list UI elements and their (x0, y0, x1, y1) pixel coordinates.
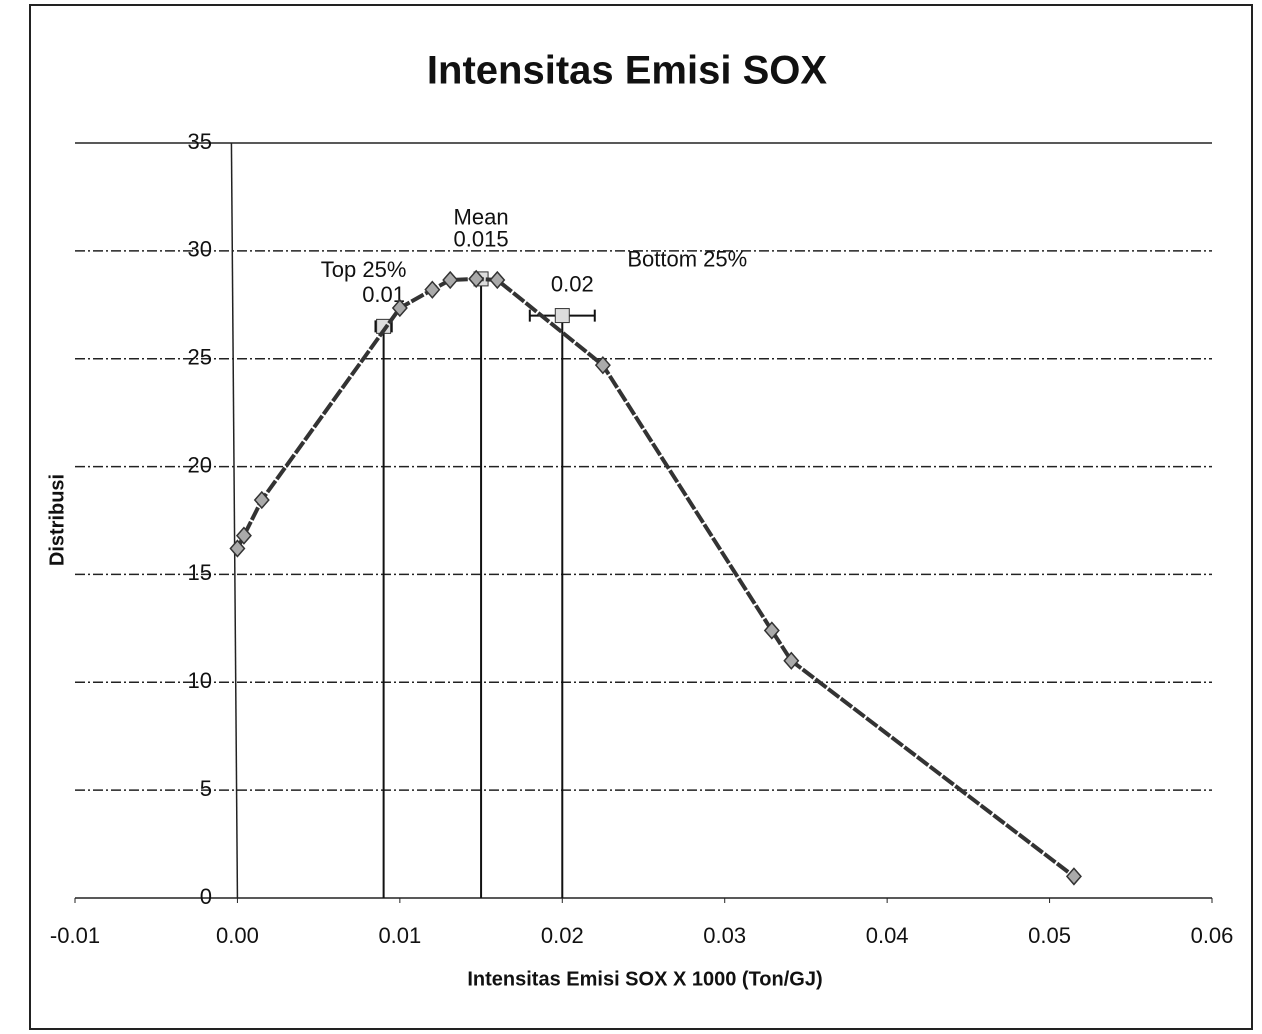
data-point (253, 490, 270, 510)
y-tick-label: 20 (188, 452, 212, 477)
x-tick-label: 0.05 (1028, 923, 1071, 948)
x-tick-label: -0.01 (50, 923, 100, 948)
data-point (229, 539, 246, 558)
data-point (783, 651, 800, 670)
annotation-text: Top 25% (321, 257, 407, 282)
series-line (235, 276, 1076, 879)
x-tick-label: 0.04 (866, 923, 909, 948)
data-point (235, 526, 252, 545)
x-tick-label: 0.01 (378, 923, 421, 948)
y-tick-label: 0 (200, 884, 212, 909)
data-point (763, 621, 780, 640)
annotation-text: Bottom 25% (627, 246, 747, 271)
chart-title: Intensitas Emisi SOX (427, 49, 827, 93)
x-tick-label: 0.00 (216, 923, 259, 948)
chart-border (29, 4, 1253, 1030)
y-tick-label: 10 (188, 668, 212, 693)
annotation-value: 0.02 (551, 271, 594, 296)
data-point (468, 269, 485, 289)
annotation-text: Mean (454, 205, 509, 230)
data-point (1065, 867, 1082, 886)
y-axis (230, 142, 239, 899)
annotation-value: 0.015 (454, 227, 509, 252)
x-tick-label: 0.06 (1191, 923, 1234, 948)
x-axis-label: Intensitas Emisi SOX X 1000 (Ton/GJ) (467, 968, 822, 990)
y-tick-label: 30 (188, 237, 212, 262)
data-point (424, 280, 441, 299)
annotation-marker (554, 308, 570, 324)
data-point (391, 298, 408, 318)
x-tick-label: 0.02 (541, 923, 584, 948)
y-tick-label: 35 (188, 129, 212, 154)
y-tick-label: 15 (188, 560, 212, 585)
y-axis-label: Distribusi (46, 474, 68, 566)
data-point (442, 270, 459, 290)
y-tick-label: 5 (200, 776, 212, 801)
data-point (489, 270, 506, 290)
y-tick-label: 25 (188, 345, 212, 370)
x-tick-label: 0.03 (703, 923, 746, 948)
data-point (594, 356, 611, 375)
